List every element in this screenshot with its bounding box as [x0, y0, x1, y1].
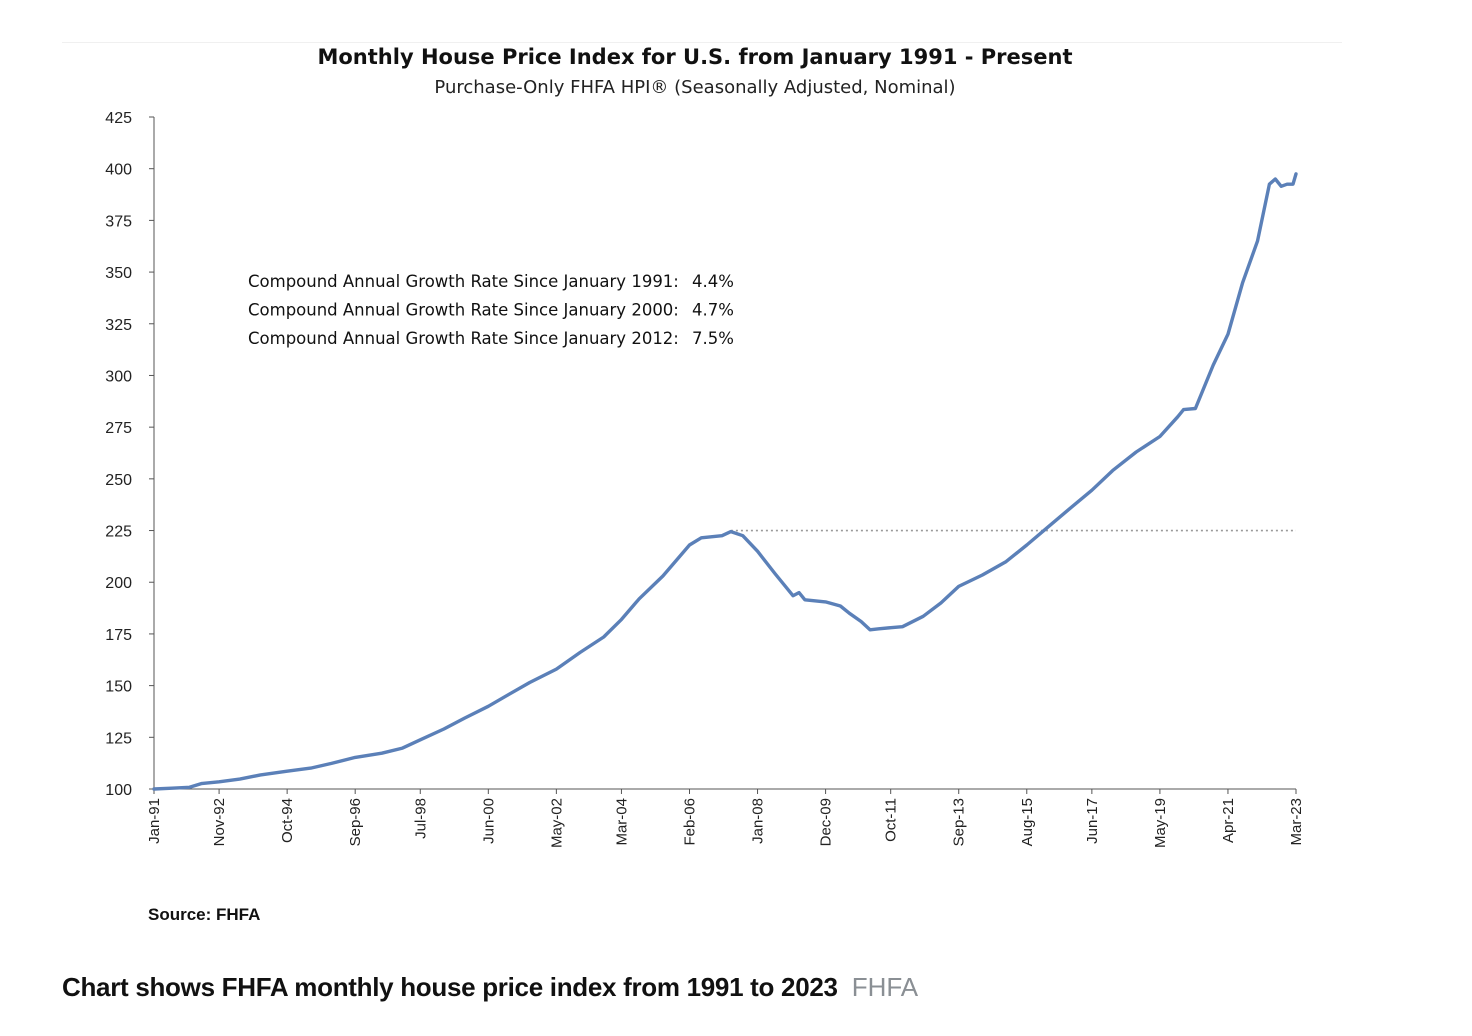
cagr-annotation: Compound Annual Growth Rate Since Januar… [248, 301, 734, 320]
x-tick-label: Jun-00 [480, 798, 497, 844]
y-tick-label: 350 [105, 265, 132, 282]
y-tick-label: 175 [105, 627, 132, 644]
series-line-hpi [152, 172, 1298, 791]
x-tick-label: Aug-15 [1019, 798, 1036, 846]
x-tick-label: Oct-11 [883, 798, 900, 842]
y-tick-label: 325 [105, 317, 132, 334]
y-tick-label: 425 [105, 110, 132, 127]
axes: 100 125 150 175 200 225 250 275 300 325 350 375 400 4… [105, 110, 1305, 848]
x-tick-label: Jun-17 [1084, 798, 1101, 844]
chart-subtitle: Purchase-Only FHFA HPI® (Seasonally Adju… [434, 77, 955, 98]
x-tick-label: Jan-91 [146, 798, 163, 844]
x-tick-label: Jan-08 [750, 798, 767, 844]
chart-frame: Monthly House Price Index for U.S. from … [62, 42, 1342, 948]
y-tick-label: 275 [105, 420, 132, 437]
x-tick-label: Sep-13 [951, 798, 968, 846]
x-tick-label: May-02 [548, 798, 565, 848]
cagr-label: Compound Annual Growth Rate Since Januar… [248, 329, 679, 348]
y-tick-label: 225 [105, 524, 132, 541]
y-tick-label: 400 [105, 162, 132, 179]
y-tick-label: 300 [105, 368, 132, 385]
y-tick-label: 200 [105, 575, 132, 592]
series-layer [152, 172, 1298, 791]
y-tick-label: 150 [105, 679, 132, 696]
cagr-value: 4.7% [692, 301, 734, 320]
y-tick-label: 100 [105, 782, 132, 799]
x-tick-label: Dec-09 [818, 798, 835, 846]
y-tick-label: 250 [105, 472, 132, 489]
annotations: Compound Annual Growth Rate Since Januar… [248, 272, 734, 348]
source-note: Source: FHFA [148, 905, 260, 924]
y-tick-label: 125 [105, 730, 132, 747]
cagr-value: 7.5% [692, 329, 734, 348]
caption-text: Chart shows FHFA monthly house price ind… [62, 972, 838, 1002]
x-tick-label: Sep-96 [347, 798, 364, 846]
x-tick-label: Mar-04 [613, 798, 630, 846]
cagr-label: Compound Annual Growth Rate Since Januar… [248, 301, 679, 320]
cagr-annotation: Compound Annual Growth Rate Since Januar… [248, 329, 734, 348]
y-tick-label: 375 [105, 213, 132, 230]
caption-credit: FHFA [851, 972, 919, 1002]
x-tick-label: May-19 [1152, 798, 1169, 848]
cagr-label: Compound Annual Growth Rate Since Januar… [248, 272, 679, 291]
figure-caption: Chart shows FHFA monthly house price ind… [62, 972, 918, 1003]
cagr-value: 4.4% [692, 272, 734, 291]
x-tick-label: Feb-06 [681, 798, 698, 846]
chart-title: Monthly House Price Index for U.S. from … [317, 45, 1072, 69]
x-tick-label: Oct-94 [279, 798, 296, 843]
x-tick-label: Nov-92 [211, 798, 228, 846]
x-tick-label: Mar-23 [1288, 798, 1305, 846]
x-tick-label: Jul-98 [412, 798, 429, 839]
line-chart: Monthly House Price Index for U.S. from … [105, 45, 1305, 924]
cagr-annotation: Compound Annual Growth Rate Since Januar… [248, 272, 734, 291]
x-tick-label: Apr-21 [1220, 798, 1237, 843]
